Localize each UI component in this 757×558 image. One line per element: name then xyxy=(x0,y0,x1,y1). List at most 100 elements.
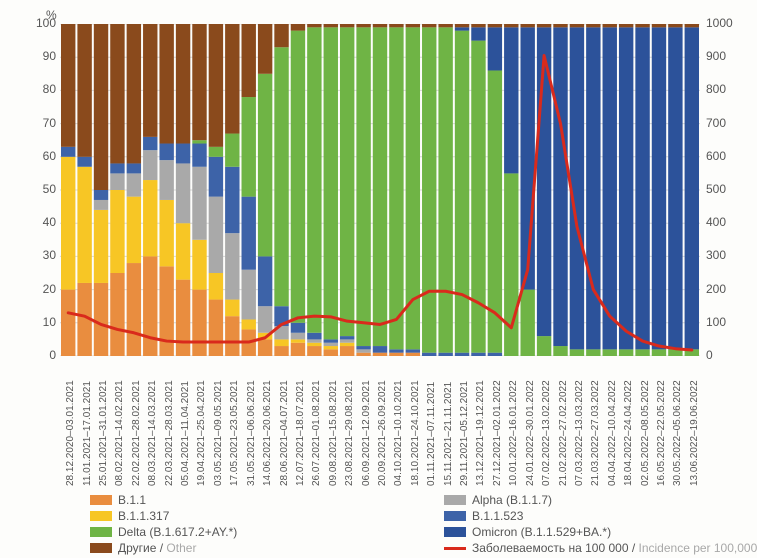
bar-segment-delta xyxy=(389,27,403,349)
bar-segment-delta xyxy=(635,349,649,356)
bar-segment-other xyxy=(685,24,699,27)
bar-segment-other xyxy=(520,24,534,27)
bar-segment-b11317 xyxy=(94,210,108,283)
bar-segment-alpha xyxy=(291,333,305,340)
bar-segment-alpha xyxy=(340,339,354,342)
bar-segment-b11 xyxy=(192,290,206,356)
x-tick-label: 22.02.2021–28.02.2021 xyxy=(131,380,142,486)
bar-segment-omicron xyxy=(685,27,699,349)
bar-segment-delta xyxy=(570,349,584,356)
bar-segment-other xyxy=(389,24,403,27)
bar-segment-b11523 xyxy=(324,339,338,342)
legend-label: Omicron (B.1.1.529+BA.*) xyxy=(472,525,611,539)
bar-segment-delta xyxy=(455,31,469,353)
bar-segment-b11 xyxy=(225,316,239,356)
bar-segment-b11523 xyxy=(143,137,157,150)
bar-segment-other xyxy=(406,24,420,27)
bar-segment-b11317 xyxy=(307,343,321,346)
variant-incidence-chart: % 0102030405060708090100 010020030040050… xyxy=(0,0,757,558)
legend-item-b11317: B.1.1.317 xyxy=(90,509,420,523)
bar-segment-omicron xyxy=(635,27,649,349)
bar-segment-b11523 xyxy=(209,157,223,197)
bar-segment-other xyxy=(143,24,157,137)
bar-segment-b11523 xyxy=(94,190,108,200)
legend-label: B.1.1 xyxy=(118,493,146,507)
legend-line-swatch xyxy=(444,547,466,550)
bar-segment-delta xyxy=(324,27,338,339)
bar-segment-other xyxy=(586,24,600,27)
bar-segment-other xyxy=(570,24,584,27)
x-tick-label: 14.06.2021–20.06.2021 xyxy=(262,380,273,486)
bar-segment-other xyxy=(291,24,305,31)
x-tick-label: 03.05.2021–09.05.2021 xyxy=(213,380,224,486)
bar-segment-b11 xyxy=(324,349,338,356)
bar-segment-b11317 xyxy=(143,180,157,256)
bar-segment-b11523 xyxy=(110,163,124,173)
x-tick-label: 21.03.2022–27.03.2022 xyxy=(590,380,601,486)
bar-segment-b11523 xyxy=(225,167,239,233)
y-right-tick: 1000 xyxy=(706,16,746,30)
bar-segment-b11 xyxy=(356,353,370,356)
bar-segment-omicron xyxy=(553,27,567,346)
x-tick-label: 05.04.2021–11.04.2021 xyxy=(180,381,191,486)
bar-segment-alpha xyxy=(94,200,108,210)
bar-segment-b11317 xyxy=(291,339,305,342)
bar-segment-alpha xyxy=(307,339,321,342)
legend: B.1.1Alpha (B.1.1.7)B.1.1.317B.1.1.523De… xyxy=(90,493,757,557)
bar-segment-other xyxy=(242,24,256,97)
x-tick-label: 24.01.2022–30.01.2022 xyxy=(525,380,536,486)
bar-segment-delta xyxy=(520,290,534,356)
legend-label: Заболеваемость на 100 000 / Incidence pe… xyxy=(472,541,757,555)
bar-segment-b11317 xyxy=(77,167,91,283)
y-left-tick: 20 xyxy=(16,282,56,296)
bar-segment-b11 xyxy=(61,290,75,356)
x-tick-label: 25.01.2021–31.01.2021 xyxy=(98,380,109,486)
bar-segment-other xyxy=(668,24,682,27)
legend-swatch xyxy=(90,527,112,537)
y-right-tick: 600 xyxy=(706,149,746,163)
bar-segment-other xyxy=(258,24,272,74)
bar-segment-delta xyxy=(537,336,551,356)
bar-segment-b11317 xyxy=(340,343,354,346)
y-left-tick: 60 xyxy=(16,149,56,163)
bar-segment-delta xyxy=(340,27,354,336)
y-left-tick: 40 xyxy=(16,215,56,229)
x-tick-label: 20.09.2021–26.09.2021 xyxy=(377,380,388,486)
legend-label: Delta (B.1.617.2+AY.*) xyxy=(118,525,237,539)
bar-segment-alpha xyxy=(143,150,157,180)
x-tick-label: 07.02.2022–13.02.2022 xyxy=(541,380,552,486)
legend-item-delta: Delta (B.1.617.2+AY.*) xyxy=(90,525,420,539)
y-right-tick: 400 xyxy=(706,215,746,229)
bar-segment-b11523 xyxy=(307,333,321,340)
y-right-tick: 800 xyxy=(706,82,746,96)
bar-segment-other xyxy=(635,24,649,27)
bar-segment-b11317 xyxy=(242,319,256,329)
bar-segment-other xyxy=(652,24,666,27)
bar-segment-delta xyxy=(225,134,239,167)
bar-segment-b11 xyxy=(274,346,288,356)
bar-segment-delta xyxy=(258,74,272,257)
bar-segment-other xyxy=(455,24,469,27)
bar-segment-b11317 xyxy=(209,273,223,300)
legend-item-b11: B.1.1 xyxy=(90,493,420,507)
bar-segment-b11 xyxy=(291,343,305,356)
bar-segment-b11317 xyxy=(61,157,75,290)
legend-swatch xyxy=(444,511,466,521)
bar-segment-b11317 xyxy=(127,197,141,263)
bar-segment-omicron xyxy=(488,27,502,70)
bar-segment-b11523 xyxy=(488,353,502,356)
bar-segment-b11523 xyxy=(61,147,75,157)
x-tick-label: 23.08.2021–29.08.2021 xyxy=(344,380,355,486)
bar-segment-b11523 xyxy=(471,353,485,356)
bar-segment-b11523 xyxy=(242,197,256,270)
bar-segment-omicron xyxy=(586,27,600,349)
y-left-tick: 50 xyxy=(16,182,56,196)
legend-swatch xyxy=(90,511,112,521)
bar-segment-b11 xyxy=(94,283,108,356)
bar-segment-alpha xyxy=(192,167,206,240)
bar-segment-other xyxy=(422,24,436,27)
y-left-tick: 70 xyxy=(16,116,56,130)
bar-segment-alpha xyxy=(356,349,370,352)
bar-segment-alpha xyxy=(258,306,272,333)
bar-segment-b11317 xyxy=(274,339,288,346)
